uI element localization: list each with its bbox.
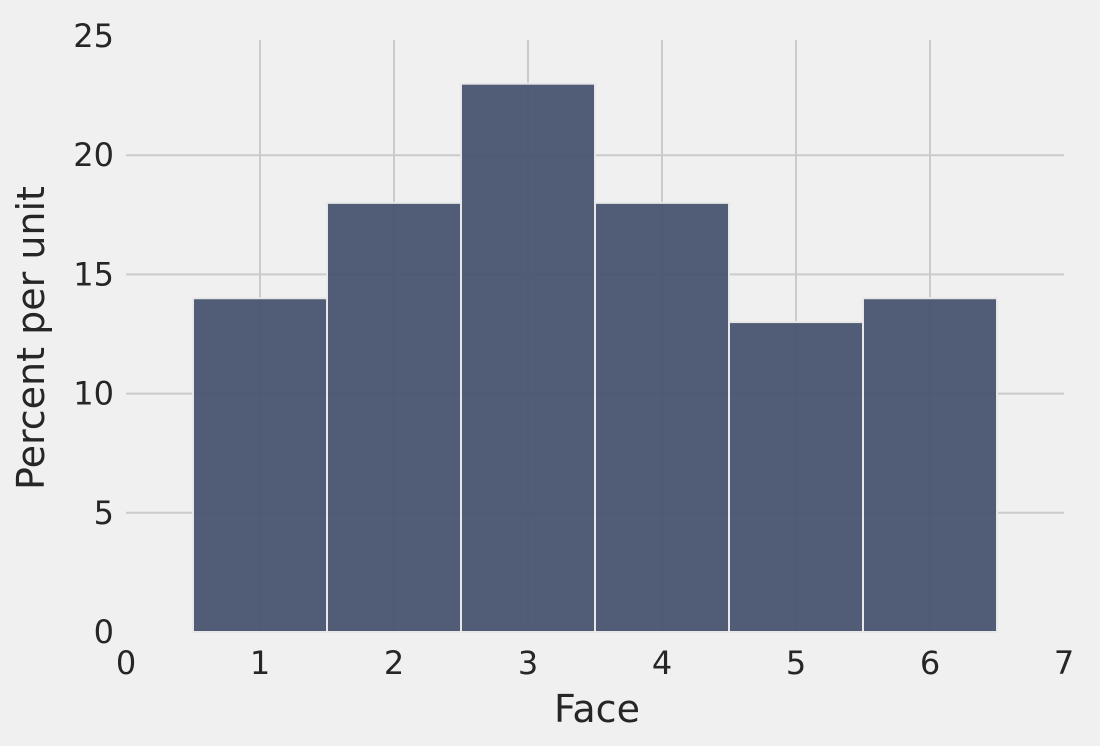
histogram-bar-3	[460, 82, 596, 634]
histogram-bar-5	[728, 321, 864, 633]
x-tick-labels: 0 1 2 3 4 5 6 7	[116, 644, 1074, 682]
y-tick-label: 25	[73, 17, 114, 55]
y-tick-label: 10	[73, 375, 114, 413]
x-tick-label: 5	[786, 644, 806, 682]
x-tick-label: 3	[518, 644, 538, 682]
histogram-bar-1	[192, 297, 328, 633]
y-tick-label: 5	[94, 494, 114, 532]
y-tick-label: 0	[94, 613, 114, 651]
histogram-bar-4	[594, 201, 730, 633]
x-tick-label: 2	[384, 644, 404, 682]
y-tick-label: 20	[73, 136, 114, 174]
histogram-bar-2	[326, 201, 462, 633]
x-tick-label: 0	[116, 644, 136, 682]
x-axis-label: Face	[554, 687, 640, 731]
x-tick-label: 4	[652, 644, 672, 682]
x-tick-label: 6	[920, 644, 940, 682]
bars	[192, 82, 998, 634]
y-tick-label: 15	[73, 255, 114, 293]
x-tick-label: 7	[1054, 644, 1074, 682]
y-tick-labels: 0 5 10 15 20 25	[73, 17, 114, 651]
histogram-bar-6	[862, 297, 998, 633]
y-axis-label: Percent per unit	[9, 186, 53, 490]
x-tick-label: 1	[250, 644, 270, 682]
